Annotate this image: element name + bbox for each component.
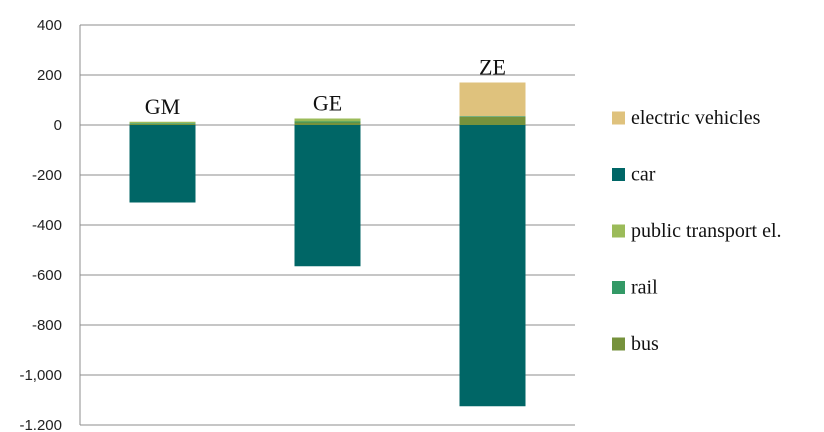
bar-segment-rail-ze xyxy=(459,116,526,117)
y-tick-label: -1.200 xyxy=(19,417,62,432)
bar-segment-car-gm xyxy=(129,125,196,203)
legend-swatch-bus xyxy=(612,337,625,351)
category-label-gm: GM xyxy=(145,94,180,119)
y-tick-label: 0 xyxy=(54,117,62,134)
legend-swatch-public-transport-el- xyxy=(612,224,625,238)
legend-label-rail: rail xyxy=(631,277,658,299)
category-label-ze: ZE xyxy=(479,55,506,80)
y-tick-label: -200 xyxy=(32,167,62,184)
y-tick-label: -400 xyxy=(32,217,62,234)
bar-segment-electric-vehicles-ze xyxy=(459,82,526,117)
legend-swatch-electric-vehicles xyxy=(612,111,625,125)
y-tick-label: -600 xyxy=(32,267,62,284)
bar-segment-bus-gm xyxy=(129,124,196,125)
y-tick-label: -800 xyxy=(32,317,62,334)
bar-segment-public-transport-el--ge xyxy=(294,118,361,122)
legend-label-public-transport-el-: public transport el. xyxy=(631,220,782,242)
bars xyxy=(129,82,526,407)
category-label-ge: GE xyxy=(313,91,342,116)
legend-label-car: car xyxy=(631,164,656,186)
legend-swatch-car xyxy=(612,168,625,181)
category-labels: GM GE ZE xyxy=(145,55,506,119)
bar-segment-car-ze xyxy=(459,125,526,407)
bar-segment-bus-ge xyxy=(294,122,361,125)
bar-segment-public-transport-el--gm xyxy=(129,121,196,124)
bar-segment-rail-gm xyxy=(129,123,196,124)
y-tick-label: 400 xyxy=(37,17,62,34)
y-tick-label: -1,000 xyxy=(19,367,62,384)
y-axis: 400 200 0 -200 -400 -600 -800 -1,000 -1.200 xyxy=(19,17,81,432)
legend: electric vehicles car public transport el.… xyxy=(612,107,782,355)
y-tick-label: 200 xyxy=(37,67,62,84)
bar-segment-rail-ge xyxy=(294,121,361,123)
legend-label-bus: bus xyxy=(631,333,659,355)
bar-segment-car-ge xyxy=(294,125,361,267)
legend-swatch-rail xyxy=(612,281,625,294)
legend-label-electric-vehicles: electric vehicles xyxy=(631,107,761,129)
bar-segment-bus-ze xyxy=(459,117,526,125)
